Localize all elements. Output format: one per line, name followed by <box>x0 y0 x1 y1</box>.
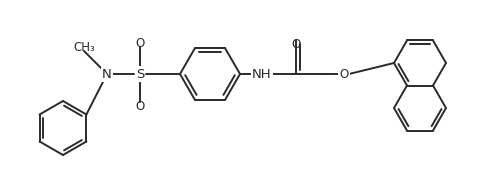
Text: O: O <box>136 36 145 50</box>
Text: O: O <box>339 68 348 80</box>
Text: O: O <box>136 100 145 112</box>
Text: S: S <box>136 68 144 80</box>
Text: NH: NH <box>252 68 272 80</box>
Text: CH₃: CH₃ <box>73 41 95 53</box>
Text: O: O <box>292 38 301 51</box>
Text: N: N <box>102 68 112 80</box>
